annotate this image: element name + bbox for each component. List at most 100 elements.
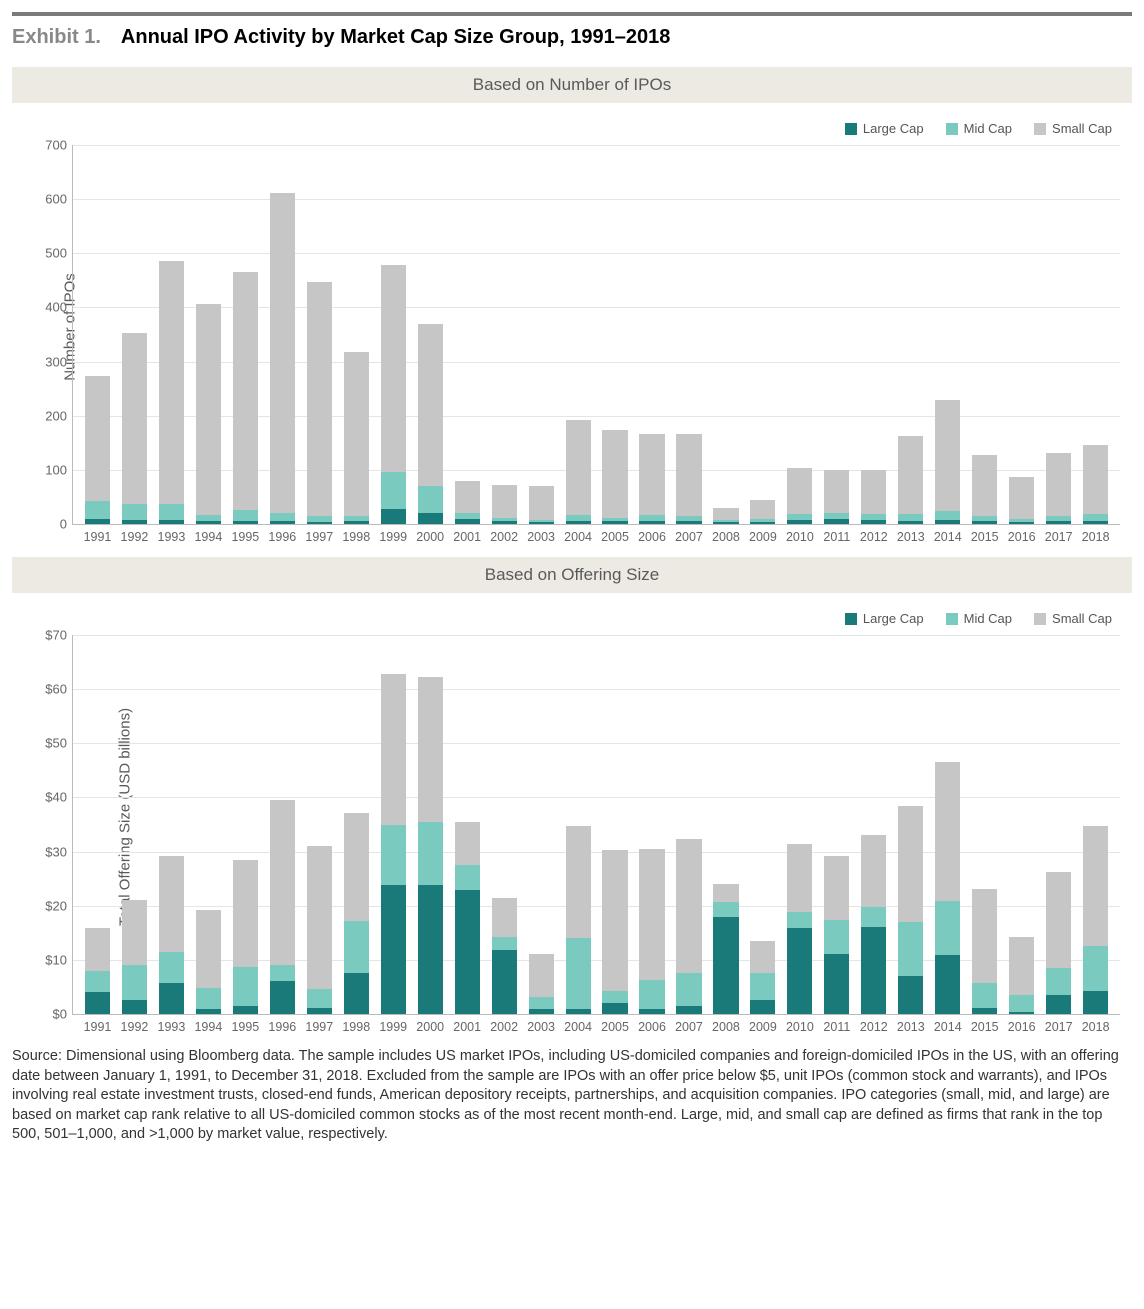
bar-slot: 2009 (744, 635, 781, 1014)
bar-seg-mid (85, 501, 110, 518)
bar-stack (492, 485, 517, 524)
bar-stack (344, 813, 369, 1014)
bar-seg-small (639, 849, 664, 980)
bar-slot: 1998 (338, 635, 375, 1014)
bar-seg-small (307, 282, 332, 517)
bar-seg-mid (713, 902, 738, 917)
x-tick-label: 2012 (860, 524, 888, 544)
bar-stack (529, 954, 554, 1014)
bar-slot: 2009 (744, 145, 781, 524)
bar-seg-small (676, 434, 701, 515)
bar-slot: 2012 (855, 145, 892, 524)
bar-seg-mid (344, 921, 369, 973)
bar-seg-mid (270, 965, 295, 981)
bar-seg-small (972, 455, 997, 516)
bar-seg-small (566, 420, 591, 515)
bar-slot: 1996 (264, 635, 301, 1014)
bar-stack (1046, 453, 1071, 524)
x-tick-label: 2008 (712, 1014, 740, 1034)
legend-label-large: Large Cap (863, 611, 924, 626)
x-tick-label: 1996 (268, 524, 296, 544)
bar-slot: 2013 (892, 145, 929, 524)
bar-stack (750, 500, 775, 524)
bar-stack (639, 849, 664, 1014)
bar-slot: 2010 (781, 635, 818, 1014)
y-tick-label: 300 (45, 354, 73, 369)
x-tick-label: 2000 (416, 1014, 444, 1034)
bar-seg-small (196, 304, 221, 515)
bar-seg-small (861, 835, 886, 907)
x-tick-label: 2001 (453, 1014, 481, 1034)
bar-slot: 2006 (634, 635, 671, 1014)
y-tick-label: $50 (45, 736, 73, 751)
x-tick-label: 2016 (1008, 524, 1036, 544)
chart1-subtitle: Based on Number of IPOs (12, 67, 1132, 103)
bar-seg-small (270, 800, 295, 965)
bar-stack (566, 420, 591, 524)
x-tick-label: 1994 (194, 1014, 222, 1034)
bar-seg-mid (418, 486, 443, 513)
x-tick-label: 2018 (1082, 524, 1110, 544)
bar-stack (270, 193, 295, 524)
bar-seg-small (455, 481, 480, 514)
bar-seg-small (492, 898, 517, 937)
bar-stack (418, 324, 443, 524)
bar-stack (676, 839, 701, 1014)
bar-seg-mid (787, 912, 812, 928)
bar-seg-large (233, 1006, 258, 1014)
x-tick-label: 1999 (379, 524, 407, 544)
bar-seg-mid (307, 989, 332, 1007)
bar-slot: 2006 (634, 145, 671, 524)
y-tick-label: 700 (45, 138, 73, 153)
x-tick-label: 2014 (934, 1014, 962, 1034)
bar-stack (824, 856, 849, 1014)
x-tick-label: 2000 (416, 524, 444, 544)
bars-row: 1991199219931994199519961997199819992000… (73, 635, 1120, 1014)
chart1-plot-area: 0100200300400500600700199119921993199419… (72, 145, 1120, 525)
bar-seg-large (159, 983, 184, 1014)
bar-seg-large (1046, 995, 1071, 1014)
bar-slot: 2016 (1003, 145, 1040, 524)
bar-seg-small (122, 333, 147, 504)
bar-seg-small (381, 265, 406, 472)
bar-seg-small (1046, 872, 1071, 968)
x-tick-label: 1993 (158, 1014, 186, 1034)
bar-seg-mid (85, 971, 110, 993)
x-tick-label: 2018 (1082, 1014, 1110, 1034)
bar-seg-small (787, 468, 812, 514)
y-tick-label: 600 (45, 192, 73, 207)
bar-slot: 1991 (79, 635, 116, 1014)
bar-slot: 1995 (227, 635, 264, 1014)
bar-slot: 2010 (781, 145, 818, 524)
bar-seg-small (787, 844, 812, 912)
bar-seg-small (713, 884, 738, 902)
bar-stack (1083, 445, 1108, 524)
bar-stack (122, 333, 147, 524)
legend-swatch-large (845, 123, 857, 135)
bar-stack (307, 282, 332, 524)
y-tick-label: 0 (60, 517, 73, 532)
bar-seg-small (233, 860, 258, 966)
y-tick-label: $40 (45, 790, 73, 805)
bar-stack (824, 470, 849, 524)
x-tick-label: 2017 (1045, 524, 1073, 544)
x-tick-label: 2013 (897, 1014, 925, 1034)
bar-seg-mid (122, 504, 147, 519)
bar-seg-mid (418, 822, 443, 885)
legend-item-large: Large Cap (845, 611, 924, 626)
y-tick-label: $30 (45, 844, 73, 859)
x-tick-label: 2004 (564, 524, 592, 544)
bar-stack (639, 434, 664, 524)
y-tick-label: $0 (53, 1007, 73, 1022)
bar-seg-small (492, 485, 517, 518)
legend-label-small: Small Cap (1052, 121, 1112, 136)
bar-stack (861, 835, 886, 1014)
bar-seg-small (898, 806, 923, 922)
x-tick-label: 2005 (601, 1014, 629, 1034)
x-tick-label: 1994 (194, 524, 222, 544)
x-tick-label: 2003 (527, 1014, 555, 1034)
bar-seg-mid (750, 973, 775, 1000)
legend-swatch-small (1034, 123, 1046, 135)
source-note: Source: Dimensional using Bloomberg data… (12, 1047, 1132, 1145)
bar-slot: 2011 (818, 145, 855, 524)
